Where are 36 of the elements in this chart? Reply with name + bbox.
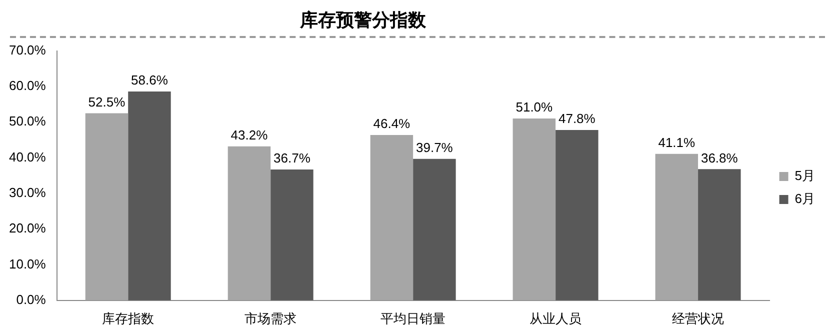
x-tick-label: 市场需求 [244, 310, 297, 326]
bar [228, 146, 271, 300]
bar [556, 130, 598, 300]
data-label: 36.8% [700, 150, 738, 166]
y-tick-label: 0.0% [16, 292, 46, 307]
chart-title: 库存预警分指数 [300, 9, 426, 32]
bar [85, 113, 128, 300]
legend-label: 5月 [794, 168, 816, 184]
bar [413, 158, 456, 300]
data-label: 46.4% [373, 116, 411, 132]
y-tick-label: 50.0% [8, 114, 46, 129]
x-tick-label: 经营状况 [672, 310, 724, 326]
x-tick-label: 库存指数 [102, 310, 154, 326]
y-tick-label: 60.0% [8, 78, 46, 94]
x-tick-label: 从业人员 [530, 310, 582, 326]
data-label: 39.7% [416, 140, 454, 155]
y-tick-label: 30.0% [8, 185, 46, 200]
legend-label: 6月 [794, 191, 816, 206]
data-label: 51.0% [516, 100, 554, 115]
y-tick-label: 40.0% [8, 149, 46, 164]
bar [655, 154, 698, 300]
bar [512, 118, 556, 300]
bar [370, 134, 414, 300]
data-label: 41.1% [658, 134, 696, 150]
data-label: 52.5% [88, 94, 126, 110]
bar [270, 170, 314, 300]
data-label: 47.8% [558, 111, 596, 126]
bar [128, 91, 171, 300]
y-tick-label: 20.0% [8, 220, 46, 236]
y-tick-label: 10.0% [8, 256, 46, 272]
data-label: 58.6% [131, 72, 168, 88]
y-tick-label: 70.0% [8, 42, 46, 58]
bar [698, 169, 741, 300]
x-tick-label: 平均日销量 [380, 310, 446, 326]
data-label: 36.7% [274, 150, 311, 166]
data-label: 43.2% [230, 127, 268, 142]
